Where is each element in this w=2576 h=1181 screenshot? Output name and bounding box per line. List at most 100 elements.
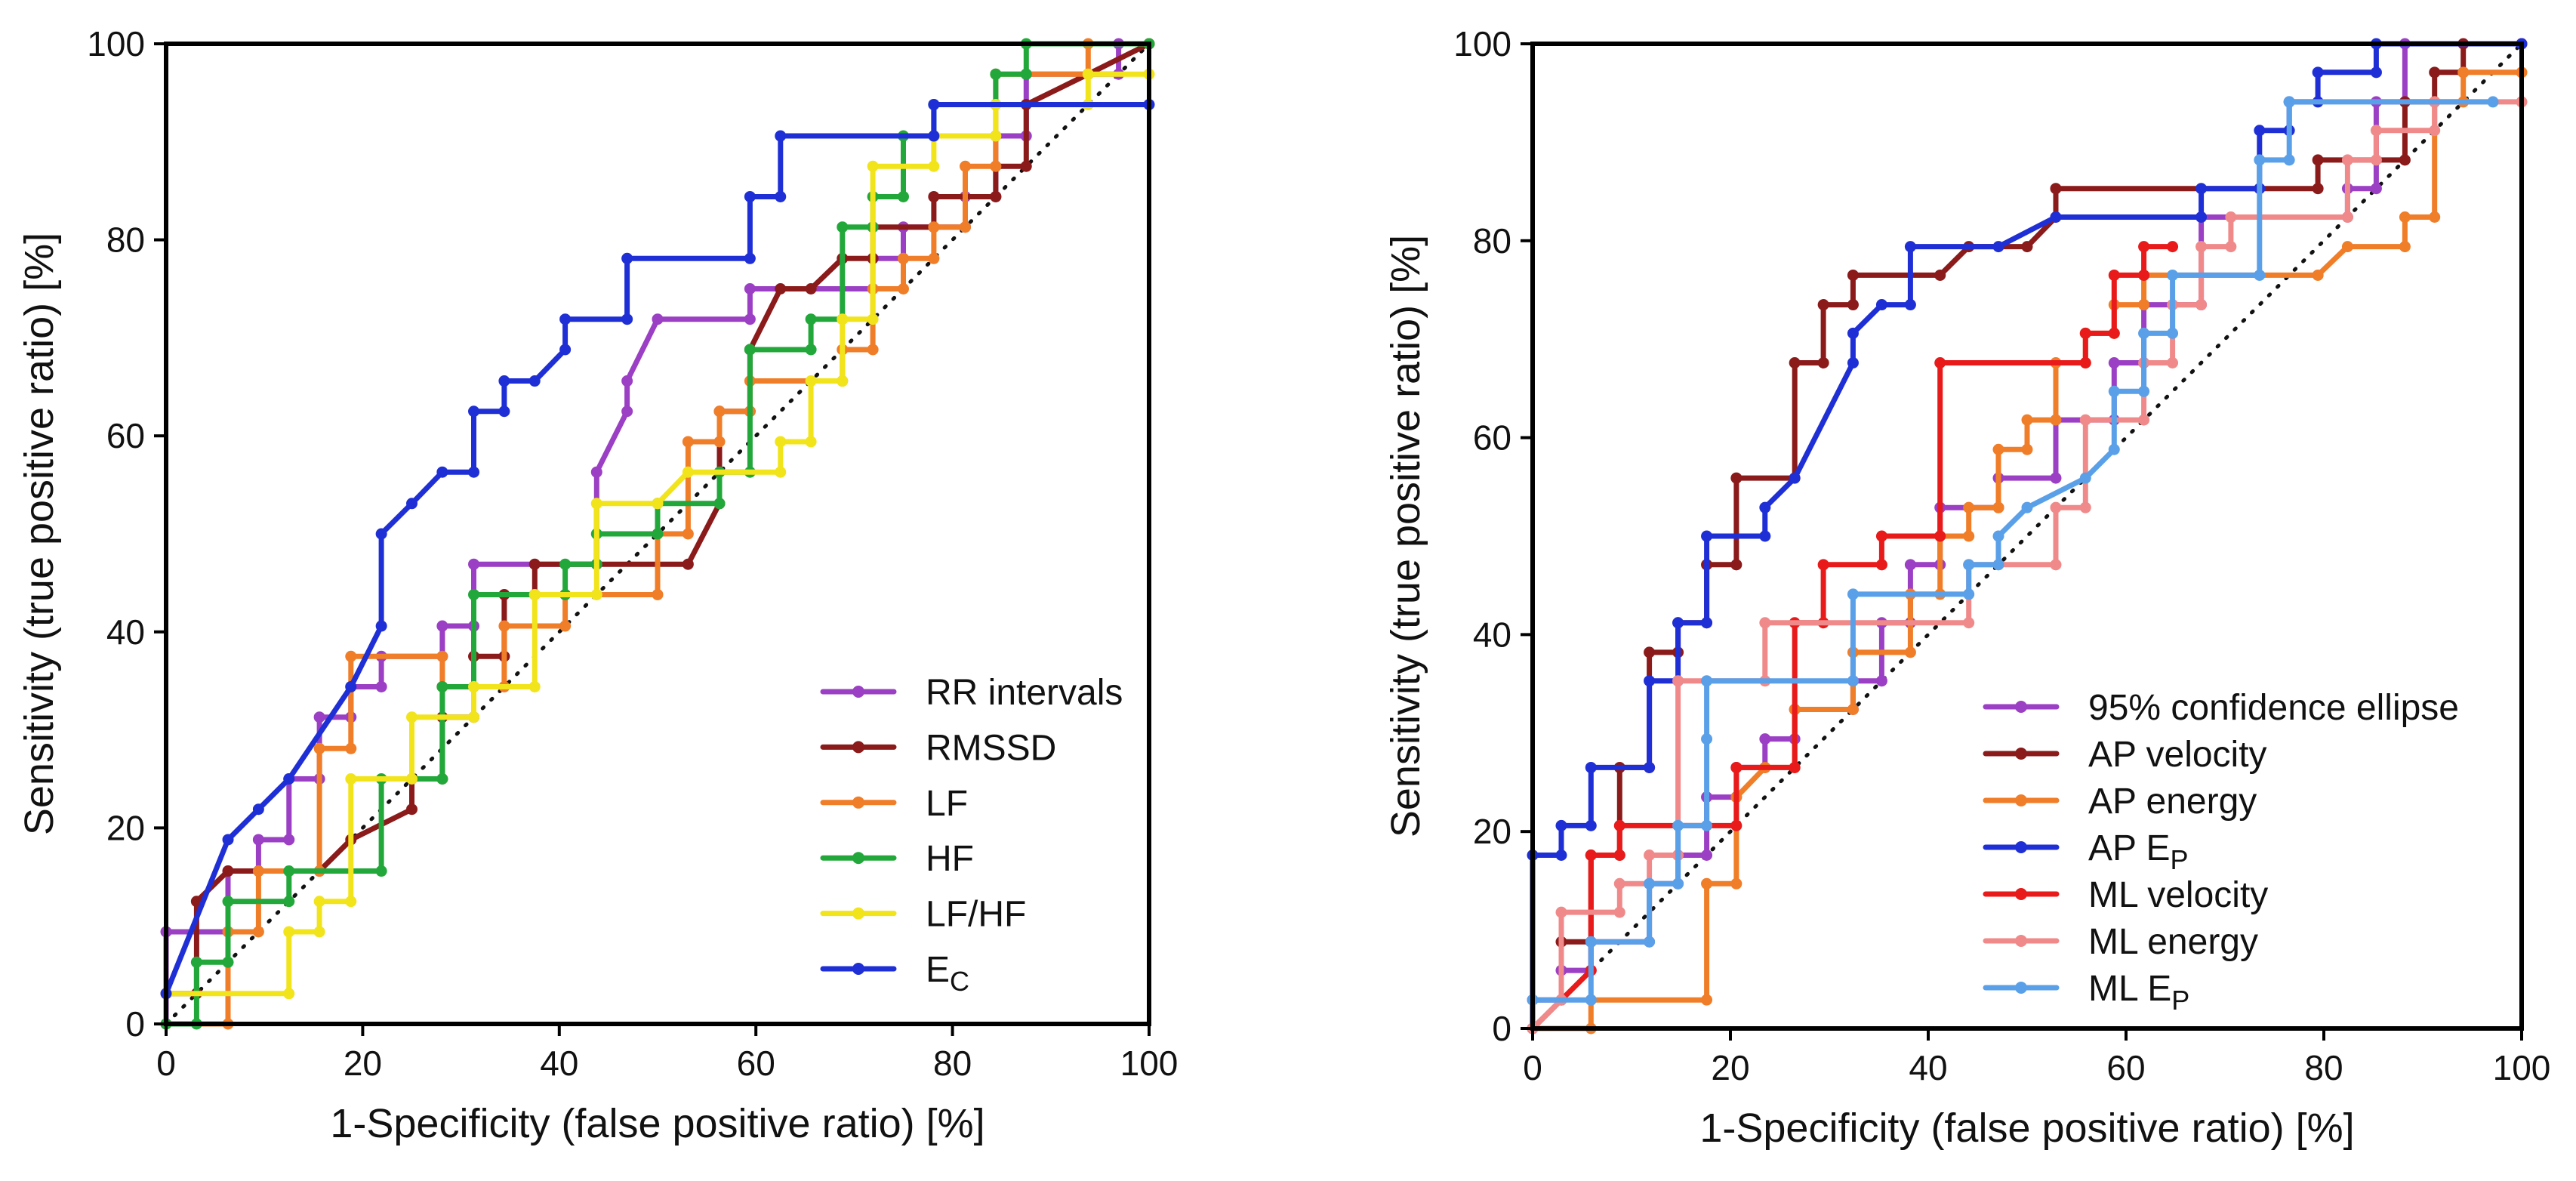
data-point [928, 160, 940, 172]
data-point [2050, 183, 2062, 195]
data-point [528, 680, 541, 692]
data-point [1701, 530, 1713, 542]
data-point [928, 221, 940, 233]
data-point [744, 344, 756, 356]
data-point [1759, 501, 1771, 513]
legend-swatch-marker [2015, 982, 2027, 994]
y-tick-label: 20 [1473, 812, 1511, 851]
series-line [1530, 244, 2176, 1031]
data-point [1644, 849, 1656, 861]
legend-swatch-marker [2015, 841, 2027, 853]
data-point [1613, 849, 1625, 861]
data-point [928, 190, 940, 202]
legend-item: LF [820, 784, 968, 824]
data-point [2079, 414, 2091, 426]
data-point [468, 588, 480, 600]
data-point [1875, 675, 1887, 687]
data-point [2399, 241, 2411, 253]
data-point [1644, 675, 1656, 687]
data-point [744, 190, 756, 202]
legend: 95% confidence ellipse AP velocity AP ener… [1983, 688, 2459, 1016]
data-point [345, 742, 357, 754]
data-point [805, 375, 817, 387]
data-point [2050, 501, 2062, 513]
x-tick-label: 0 [156, 1044, 176, 1083]
data-point [1992, 559, 2004, 571]
data-point [744, 283, 756, 294]
data-point [1672, 819, 1684, 831]
data-point [313, 742, 325, 754]
y-tick-label: 100 [87, 24, 145, 63]
data-point [713, 436, 726, 448]
series-6 [160, 98, 1155, 1000]
series-5 [1527, 241, 2179, 1035]
data-point [2254, 125, 2266, 137]
data-point [775, 283, 787, 294]
data-point [2195, 241, 2208, 253]
data-point [621, 313, 633, 325]
legend-item: RR intervals [820, 673, 1123, 713]
x-tick-label: 100 [2493, 1048, 2551, 1087]
data-point [2021, 241, 2033, 253]
data-point [1585, 819, 1597, 831]
data-point [2195, 299, 2208, 311]
data-point [1585, 761, 1597, 773]
legend-label: AP energy [2088, 782, 2257, 822]
data-point [1875, 299, 1887, 311]
data-point [1701, 617, 1713, 629]
data-point [2021, 414, 2033, 426]
data-point [468, 711, 480, 723]
data-point [313, 711, 325, 723]
data-point [2312, 66, 2324, 79]
data-point [283, 988, 295, 1000]
data-point [283, 773, 295, 785]
legend-swatch-marker [852, 907, 864, 920]
data-point [1992, 241, 2004, 253]
y-tick-label: 40 [1473, 615, 1511, 654]
legend-label: LF/HF [926, 895, 1026, 935]
data-point [590, 588, 602, 600]
legend-label: AP EP [2088, 828, 2189, 875]
data-point [2283, 154, 2295, 166]
data-point [1020, 68, 1032, 80]
data-point [2312, 269, 2324, 281]
x-tick-label: 20 [344, 1044, 382, 1083]
data-point [2138, 299, 2150, 311]
x-tick-label: 0 [1523, 1048, 1542, 1087]
data-point [652, 313, 664, 325]
x-axis-label: 1-Specificity (false positive ratio) [%] [330, 1101, 984, 1146]
data-point [775, 190, 787, 202]
data-point [2254, 269, 2266, 281]
data-point [621, 375, 633, 387]
data-point [1789, 472, 1801, 484]
legend-swatch-marker [2015, 794, 2027, 806]
roc-chart-hrv: 0 20 40 60 80 100 0 20 40 60 80 100 1-Specificity (f… [17, 24, 1178, 1146]
data-point [1701, 877, 1713, 890]
data-point [468, 558, 480, 570]
data-point [498, 375, 510, 387]
data-point [682, 528, 694, 540]
y-tick-label: 60 [1473, 418, 1511, 458]
data-point [1934, 530, 1946, 542]
legend-item: ML energy [1983, 922, 2258, 962]
data-point [2138, 269, 2150, 281]
data-point [744, 252, 756, 264]
data-point [1701, 819, 1713, 831]
data-point [867, 344, 879, 356]
data-point [1555, 819, 1567, 831]
data-point [652, 588, 664, 600]
data-point [775, 466, 787, 478]
y-tick-label: 0 [125, 1004, 145, 1044]
data-point [744, 313, 756, 325]
data-point [2341, 241, 2353, 253]
data-point [2138, 241, 2150, 253]
data-point [2225, 211, 2237, 224]
data-point [222, 956, 234, 968]
data-point [1963, 559, 1975, 571]
legend-swatch-marker [852, 852, 864, 865]
data-point [1759, 530, 1771, 542]
legend-label: ML EP [2088, 969, 2189, 1016]
legend-label: LF [926, 784, 968, 824]
data-point [2370, 66, 2382, 79]
data-point [2108, 385, 2120, 397]
